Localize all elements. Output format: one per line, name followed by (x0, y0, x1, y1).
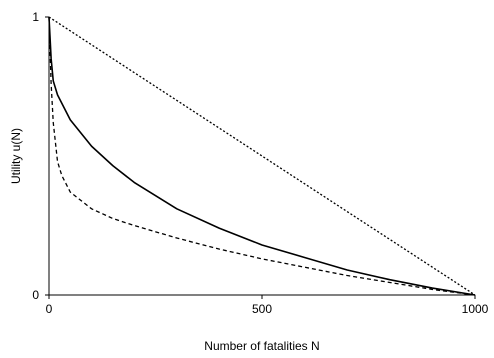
y-ticks: 01 (32, 10, 49, 302)
y-tick-label: 1 (32, 10, 39, 24)
series-line-dotted (48, 16, 476, 296)
y-tick-label: 0 (32, 288, 39, 302)
plot-lines (48, 16, 476, 296)
x-tick-label: 500 (252, 302, 272, 316)
x-ticks: 0 500 1000 (46, 295, 489, 316)
series-line-solid (48, 16, 476, 296)
y-axis-title: Utility u(N) (9, 128, 23, 184)
series-line-dashed (48, 16, 476, 296)
x-axis-title: Number of fatalities N (204, 339, 319, 353)
x-tick-label: 0 (46, 302, 53, 316)
x-tick-label: 1000 (462, 302, 489, 316)
